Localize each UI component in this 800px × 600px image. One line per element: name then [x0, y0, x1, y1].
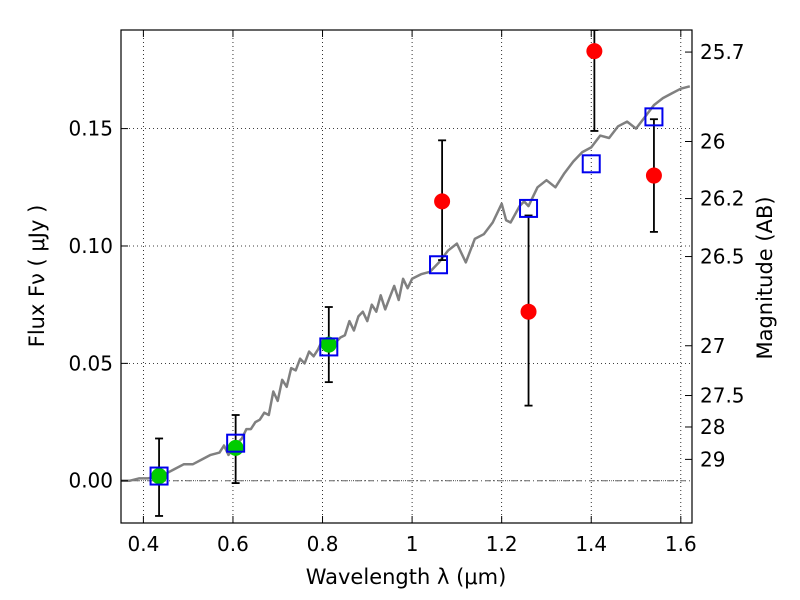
y-tick-label: 0.05 [68, 351, 113, 375]
magnitude-tick-label: 26.5 [700, 245, 745, 269]
magnitude-tick-label: 29 [700, 447, 725, 471]
model-photometry-marker [644, 107, 664, 127]
model-photometry-marker [149, 466, 169, 486]
model-photometry-marker [429, 255, 449, 275]
y-axis-right-label: Magnitude (AB) [753, 196, 777, 359]
observed-other-point [586, 43, 603, 60]
magnitude-tick-label: 27 [700, 334, 725, 358]
magnitude-tick-label: 25.7 [700, 40, 745, 64]
observed-detected-point [227, 439, 244, 456]
plot-area: 0.4 0.6 0.8 1 1.2 1.4 1.6 0.00 0.05 0.10 0.15 25.7 2… [68, 29, 745, 556]
plot-series-group [121, 30, 691, 517]
x-tick-label: 0.8 [307, 532, 339, 556]
x-tick-label: 1.4 [575, 532, 607, 556]
model-photometry-marker [226, 433, 246, 453]
observed-other-point [645, 167, 662, 184]
observed-detected-point [320, 336, 337, 353]
magnitude-tick-label: 26.2 [700, 187, 745, 211]
y-tick-label: 0.15 [68, 117, 113, 141]
x-tick-label: 0.6 [217, 532, 249, 556]
model-photometry-marker [519, 198, 539, 218]
y-axis-label: Flux Fν ( μJy ) [25, 205, 49, 348]
x-axis-label: Wavelength λ (μm) [306, 565, 507, 589]
plot-frame [120, 29, 693, 524]
magnitude-tick-label: 27.5 [700, 384, 745, 408]
axis-labels: Wavelength λ (μm) Flux Fν ( μJy ) Magnit… [25, 196, 777, 589]
magnitude-tick-label: 26 [700, 130, 725, 154]
plot-background [121, 30, 692, 523]
model-photometry-marker [581, 154, 601, 174]
y-tick-label: 0.10 [68, 234, 113, 258]
observed-detected-point [151, 468, 168, 485]
observed-other-point [434, 193, 451, 210]
model-photometry-marker [319, 337, 339, 357]
y-tick-label: 0.00 [68, 469, 113, 493]
x-tick-label: 1.2 [486, 532, 518, 556]
x-tick-label: 0.4 [127, 532, 159, 556]
observed-other-point [520, 303, 537, 320]
magnitude-tick-label: 28 [700, 415, 725, 439]
x-tick-label: 1 [406, 532, 419, 556]
x-tick-label: 1.6 [665, 532, 697, 556]
